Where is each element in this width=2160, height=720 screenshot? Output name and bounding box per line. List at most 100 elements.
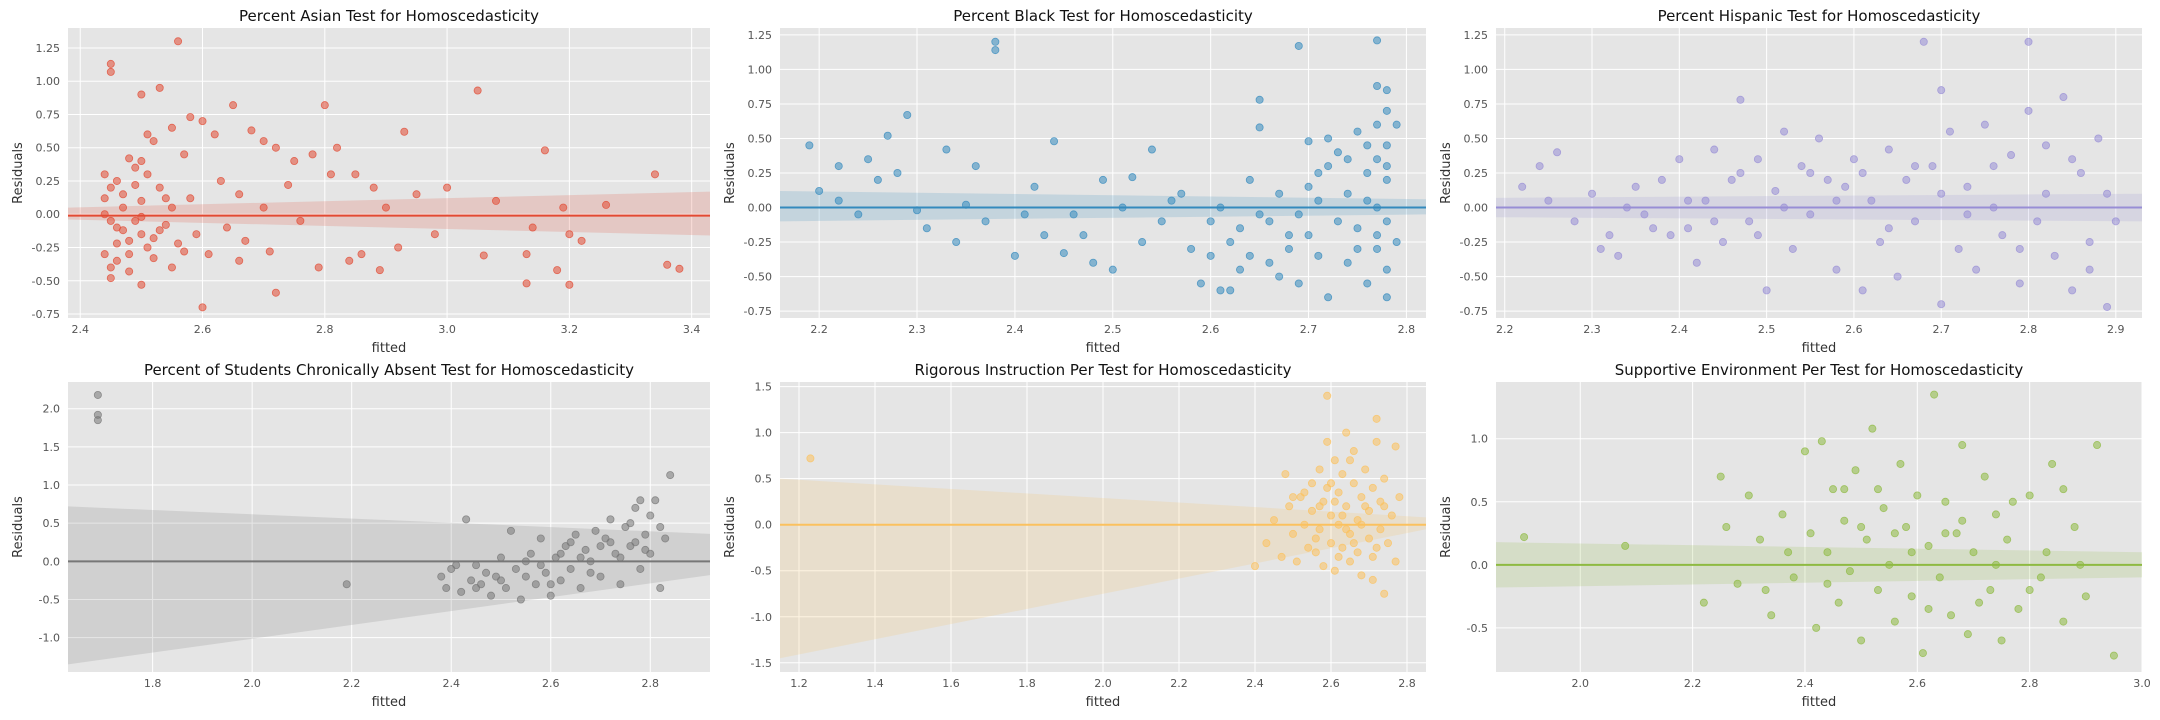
data-point bbox=[656, 523, 665, 532]
data-point bbox=[443, 183, 452, 192]
data-point bbox=[893, 168, 902, 177]
x-tick-label: 3.2 bbox=[561, 323, 579, 336]
data-point bbox=[1605, 231, 1614, 240]
y-tick-label: -0.50 bbox=[32, 275, 60, 288]
data-point bbox=[1884, 145, 1893, 154]
data-point bbox=[161, 194, 170, 203]
x-tick-label: 2.4 bbox=[1796, 677, 1814, 690]
y-axis-label: Residuals bbox=[1439, 142, 1454, 204]
y-tick-label: -0.25 bbox=[744, 236, 772, 249]
data-point bbox=[546, 580, 555, 589]
data-point bbox=[2042, 548, 2051, 557]
data-point bbox=[155, 83, 164, 92]
data-point bbox=[1884, 224, 1893, 233]
data-point bbox=[1196, 279, 1205, 288]
data-point bbox=[581, 545, 590, 554]
subplot-title: Rigorous Instruction Per Test for Homosc… bbox=[914, 361, 1291, 379]
data-point bbox=[1902, 523, 1911, 532]
data-point bbox=[2076, 168, 2085, 177]
data-point bbox=[1952, 529, 1961, 538]
data-point bbox=[1684, 224, 1693, 233]
data-point bbox=[1338, 543, 1347, 552]
data-point bbox=[125, 267, 134, 276]
data-point bbox=[106, 263, 115, 272]
data-point bbox=[482, 568, 491, 577]
data-point bbox=[1040, 231, 1049, 240]
data-point bbox=[1372, 437, 1381, 446]
y-tick-label: -0.25 bbox=[1460, 236, 1488, 249]
data-point bbox=[2024, 106, 2033, 115]
data-point bbox=[1380, 589, 1389, 598]
plot-area bbox=[1496, 382, 2142, 672]
x-axis-label: fitted bbox=[372, 695, 407, 710]
data-point bbox=[1353, 548, 1362, 557]
data-point bbox=[1330, 497, 1339, 506]
y-tick-label: 1.5 bbox=[755, 381, 773, 394]
data-point bbox=[1327, 511, 1336, 520]
data-point bbox=[2050, 251, 2059, 260]
data-point bbox=[1800, 447, 1809, 456]
x-tick-label: 2.2 bbox=[1684, 677, 1702, 690]
data-point bbox=[167, 123, 176, 132]
data-point bbox=[1718, 238, 1727, 247]
data-point bbox=[1376, 525, 1385, 534]
data-point bbox=[1710, 145, 1719, 154]
confidence-band bbox=[68, 506, 710, 665]
data-point bbox=[596, 572, 605, 581]
data-point bbox=[1308, 506, 1317, 515]
data-point bbox=[462, 515, 471, 524]
data-point bbox=[106, 67, 115, 76]
data-point bbox=[546, 591, 555, 600]
x-tick-label: 2.6 bbox=[1322, 677, 1340, 690]
data-point bbox=[369, 183, 378, 192]
data-point bbox=[1969, 548, 1978, 557]
y-tick-label: -0.5 bbox=[751, 565, 772, 578]
y-tick-label: 0.5 bbox=[1471, 496, 1489, 509]
data-point bbox=[1251, 562, 1260, 571]
data-point bbox=[326, 170, 335, 179]
data-point bbox=[1744, 491, 1753, 500]
x-tick-label: 1.2 bbox=[790, 677, 808, 690]
data-point bbox=[1236, 224, 1245, 233]
data-point bbox=[1784, 548, 1793, 557]
data-point bbox=[1373, 36, 1382, 45]
data-point bbox=[437, 572, 446, 581]
data-point bbox=[241, 236, 250, 245]
data-point bbox=[1788, 244, 1797, 253]
data-point bbox=[1930, 390, 1939, 399]
x-tick-label: 2.8 bbox=[1398, 677, 1416, 690]
data-point bbox=[531, 580, 540, 589]
data-point bbox=[516, 595, 525, 604]
data-point bbox=[663, 260, 672, 269]
data-point bbox=[1941, 497, 1950, 506]
data-point bbox=[1342, 428, 1351, 437]
x-tick-label: 1.8 bbox=[144, 677, 162, 690]
x-axis-label: fitted bbox=[1086, 695, 1121, 710]
data-point bbox=[1167, 196, 1176, 205]
data-point bbox=[1289, 529, 1298, 538]
data-point bbox=[1128, 173, 1137, 182]
data-point bbox=[457, 587, 466, 596]
y-tick-label: -0.5 bbox=[1467, 622, 1488, 635]
data-point bbox=[1941, 529, 1950, 538]
data-point bbox=[522, 279, 531, 288]
data-point bbox=[1265, 258, 1274, 267]
data-point bbox=[137, 90, 146, 99]
data-point bbox=[1304, 137, 1313, 146]
data-point bbox=[1980, 120, 1989, 129]
data-point bbox=[1812, 623, 1821, 632]
data-point bbox=[1692, 258, 1701, 267]
x-tick-label: 2.3 bbox=[1583, 323, 1601, 336]
data-point bbox=[1753, 231, 1762, 240]
data-point bbox=[2041, 189, 2050, 198]
x-tick-label: 2.2 bbox=[343, 677, 361, 690]
data-point bbox=[541, 568, 550, 577]
data-point bbox=[1675, 155, 1684, 164]
data-point bbox=[487, 591, 496, 600]
data-point bbox=[1177, 189, 1186, 198]
data-point bbox=[1333, 217, 1342, 226]
data-point bbox=[1308, 479, 1317, 488]
data-point bbox=[806, 454, 815, 463]
data-point bbox=[1338, 470, 1347, 479]
data-point bbox=[1294, 41, 1303, 50]
